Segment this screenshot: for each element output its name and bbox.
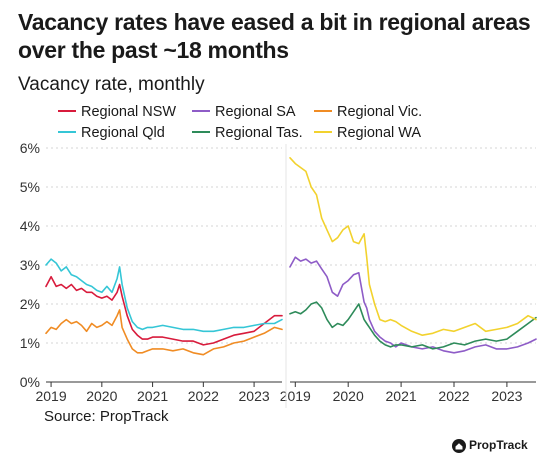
legend-label: Regional Tas. — [215, 125, 303, 141]
legend-item-regional-tas: Regional Tas. — [192, 124, 303, 142]
x-tick-label: 2023 — [491, 388, 522, 404]
legend-label: Regional NSW — [81, 104, 177, 120]
legend-label: Regional WA — [337, 125, 422, 141]
y-tick-label: 1% — [20, 335, 40, 351]
x-tick-label: 2020 — [333, 388, 364, 404]
series-line-regional-nsw — [45, 275, 283, 346]
legend-item-regional-sa: Regional SA — [192, 103, 296, 121]
series-line-regional-qld — [45, 258, 283, 333]
x-tick-label: 2021 — [137, 388, 168, 404]
y-tick-label: 2% — [20, 296, 40, 312]
y-tick-label: 4% — [20, 218, 40, 234]
house-logo-icon — [452, 438, 466, 453]
series-line-regional-sa — [289, 256, 537, 354]
series-line-regional-wa — [289, 157, 537, 337]
legend: Regional NSW Regional SA Regional Vic. R… — [0, 103, 554, 145]
legend-swatch — [192, 110, 210, 113]
legend-item-regional-nsw: Regional NSW — [58, 103, 176, 121]
x-tick-label: 2023 — [239, 388, 270, 404]
y-tick-label: 3% — [20, 257, 40, 273]
x-tick-label: 2022 — [438, 388, 469, 404]
x-tick-label: 2021 — [386, 388, 417, 404]
y-tick-label: 0% — [20, 374, 40, 390]
y-tick-label: 6% — [20, 140, 40, 156]
legend-item-regional-qld: Regional Qld — [58, 124, 165, 142]
brand-logo: PropTrack — [452, 437, 528, 453]
series-line-regional-vic — [45, 309, 283, 356]
legend-swatch — [192, 131, 210, 134]
legend-label: Regional SA — [215, 104, 296, 120]
x-tick-label: 2020 — [86, 388, 117, 404]
chart-title: Vacancy rates have eased a bit in region… — [18, 9, 531, 63]
legend-label: Regional Qld — [81, 125, 165, 141]
x-tick-label: 2019 — [280, 388, 311, 404]
legend-item-regional-vic: Regional Vic. — [314, 103, 422, 121]
brand-name: PropTrack — [469, 438, 528, 452]
source-note: Source: PropTrack — [44, 408, 169, 425]
legend-swatch — [314, 131, 332, 134]
legend-swatch — [58, 131, 76, 134]
chart-subtitle: Vacancy rate, monthly — [18, 74, 205, 95]
y-tick-label: 5% — [20, 179, 40, 195]
legend-label: Regional Vic. — [337, 104, 423, 120]
x-tick-label: 2019 — [35, 388, 66, 404]
legend-item-regional-wa: Regional WA — [314, 124, 421, 142]
series-line-regional-tas — [289, 301, 537, 350]
x-tick-label: 2022 — [188, 388, 219, 404]
legend-swatch — [58, 110, 76, 113]
legend-swatch — [314, 110, 332, 113]
